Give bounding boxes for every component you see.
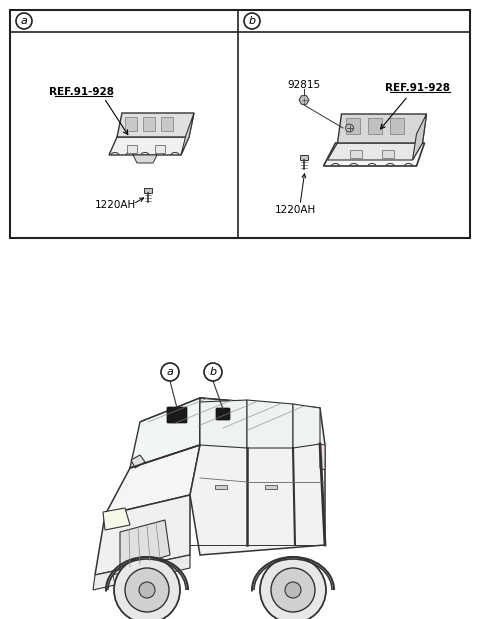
Polygon shape [130, 398, 200, 468]
Text: b: b [249, 16, 255, 26]
Bar [389, 118, 404, 134]
Bar [143, 117, 155, 131]
Circle shape [346, 124, 353, 132]
Polygon shape [247, 400, 293, 448]
Bar [215, 485, 227, 489]
Text: a: a [21, 16, 27, 26]
Circle shape [114, 557, 180, 619]
Circle shape [271, 568, 315, 612]
Polygon shape [190, 398, 325, 555]
Bar [350, 150, 362, 158]
Polygon shape [412, 114, 427, 160]
Polygon shape [293, 404, 320, 448]
Polygon shape [120, 520, 170, 570]
Circle shape [16, 13, 32, 29]
Polygon shape [320, 444, 325, 470]
Polygon shape [337, 114, 427, 143]
FancyBboxPatch shape [216, 408, 230, 420]
Polygon shape [324, 143, 424, 166]
Circle shape [285, 582, 301, 598]
Polygon shape [93, 555, 190, 590]
Polygon shape [105, 445, 200, 515]
Bar [346, 118, 360, 134]
Polygon shape [140, 398, 320, 432]
Bar [155, 145, 165, 153]
Polygon shape [95, 495, 190, 575]
Polygon shape [299, 96, 309, 105]
Bar [265, 485, 277, 489]
Text: a: a [167, 367, 173, 377]
Text: 1220AH: 1220AH [275, 205, 316, 215]
Text: REF.91-928: REF.91-928 [49, 87, 115, 97]
Text: REF.91-928: REF.91-928 [385, 83, 451, 93]
Bar [10, 10, 470, 238]
Bar [127, 145, 137, 153]
Polygon shape [327, 143, 422, 160]
Polygon shape [200, 400, 247, 448]
Bar [144, 188, 152, 193]
Text: 92815: 92815 [288, 80, 321, 90]
Polygon shape [117, 113, 194, 137]
Circle shape [161, 363, 179, 381]
Polygon shape [133, 155, 157, 163]
Polygon shape [131, 455, 145, 468]
Bar [382, 150, 394, 158]
Circle shape [260, 557, 326, 619]
Bar [300, 155, 308, 160]
Text: 1220AH: 1220AH [95, 200, 136, 210]
Circle shape [204, 363, 222, 381]
Bar [161, 117, 173, 131]
Text: b: b [209, 367, 216, 377]
Polygon shape [103, 508, 130, 530]
Circle shape [244, 13, 260, 29]
Polygon shape [109, 137, 189, 155]
Bar [125, 117, 137, 131]
Circle shape [125, 568, 169, 612]
Circle shape [139, 582, 155, 598]
Polygon shape [181, 113, 194, 155]
Polygon shape [113, 562, 157, 585]
Bar [368, 118, 382, 134]
FancyBboxPatch shape [167, 407, 187, 423]
